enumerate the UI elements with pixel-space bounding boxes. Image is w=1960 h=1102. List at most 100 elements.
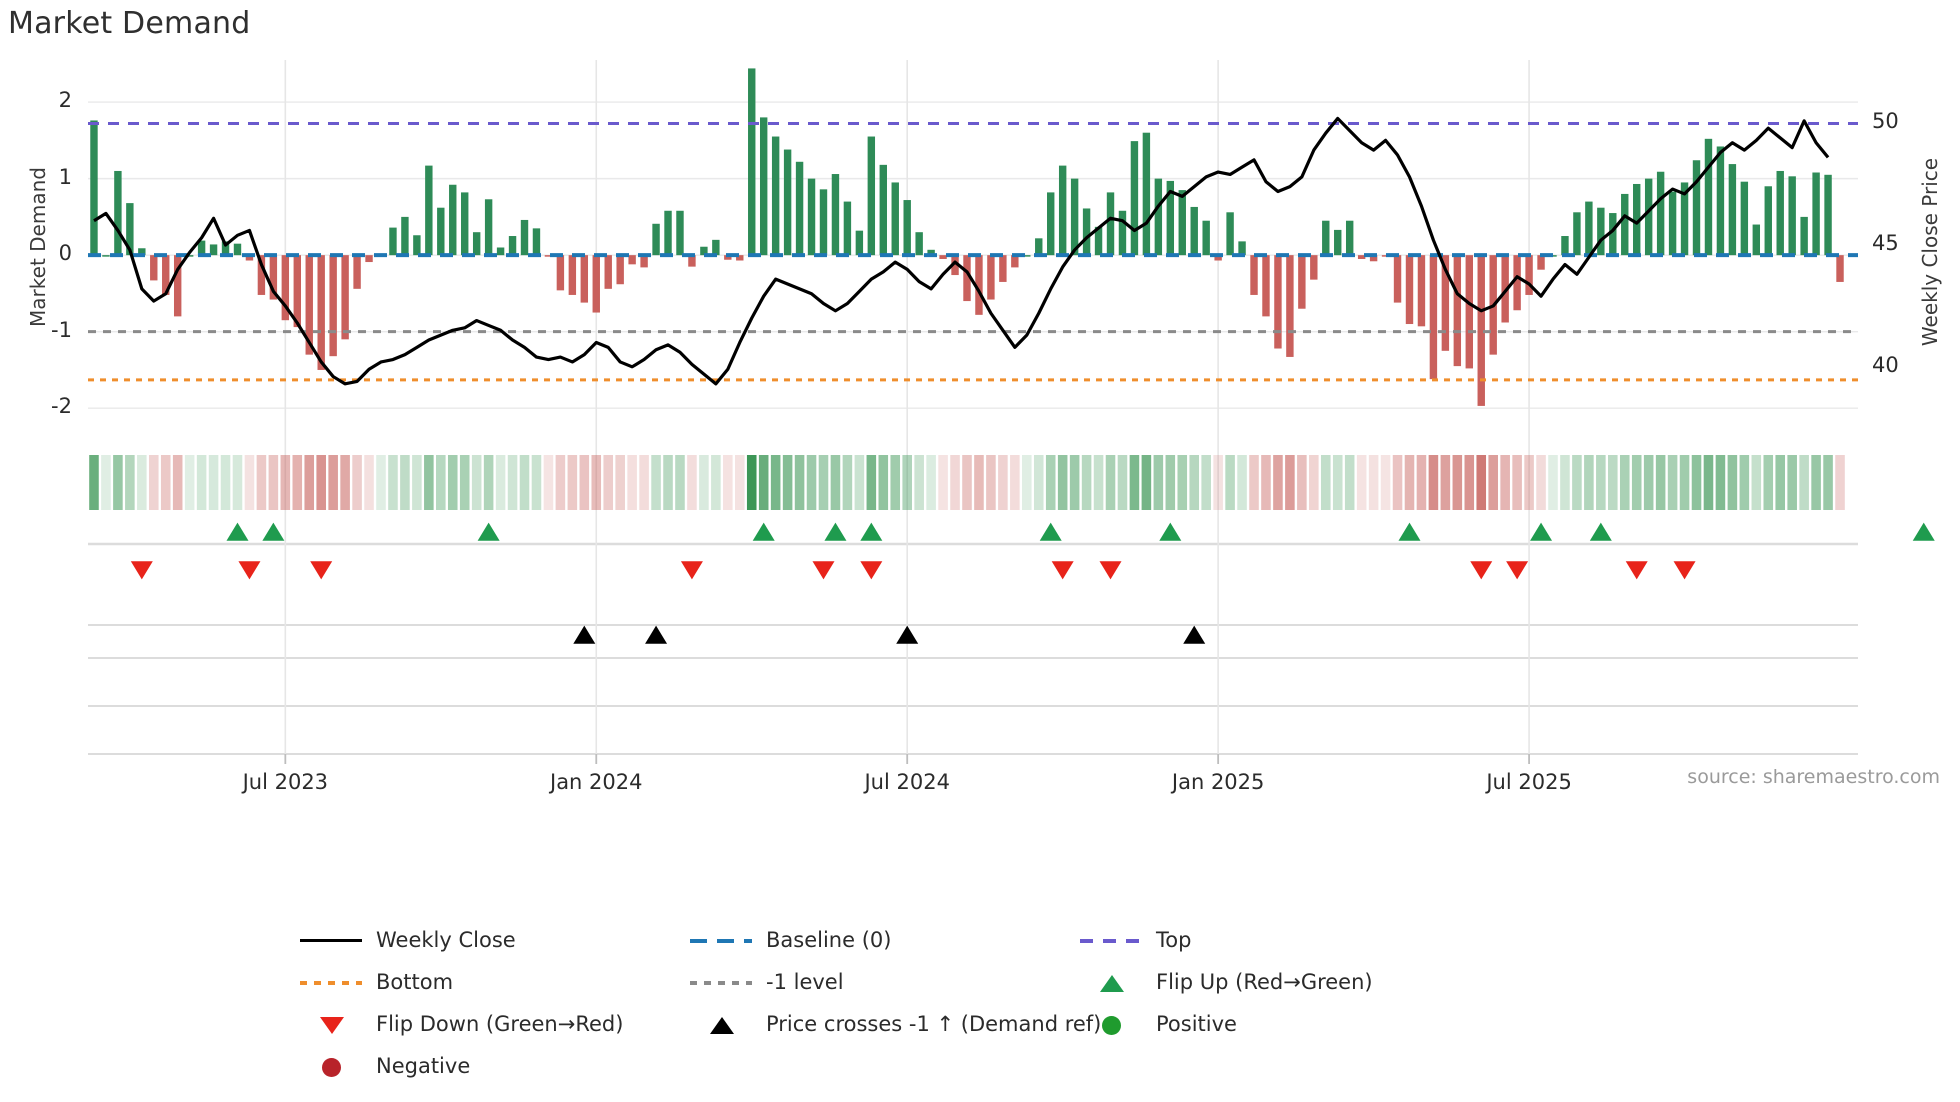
flip-up-marker xyxy=(1530,522,1553,541)
heatmap-cell xyxy=(244,455,255,510)
demand-bar xyxy=(1322,220,1330,256)
demand-bar xyxy=(1680,182,1689,256)
heatmap-cell xyxy=(1548,455,1558,510)
legend-item[interactable]: -1 level xyxy=(690,967,1080,997)
heatmap-cell xyxy=(280,455,291,510)
demand-bar xyxy=(1274,255,1282,349)
demand-heatmap-strip xyxy=(89,455,1845,510)
heatmap-cell xyxy=(1153,455,1164,510)
heatmap-cell xyxy=(1368,455,1379,510)
heatmap-cell xyxy=(1356,455,1367,510)
legend-item[interactable]: Weekly Close xyxy=(300,925,690,955)
demand-bar xyxy=(317,255,325,370)
demand-bar xyxy=(496,247,505,256)
heatmap-cell xyxy=(1428,455,1439,510)
heatmap-cell xyxy=(531,455,542,510)
demand-bar xyxy=(544,255,553,257)
heatmap-cell xyxy=(471,455,482,510)
demand-bar xyxy=(1812,172,1820,256)
heatmap-cell xyxy=(1464,455,1475,510)
heatmap-cell xyxy=(447,455,458,510)
heatmap-cell xyxy=(101,455,111,510)
heatmap-cell xyxy=(1189,455,1200,510)
legend-item[interactable]: Price crosses -1 ↑ (Demand ref) xyxy=(690,1009,1101,1039)
legend-item[interactable]: Negative xyxy=(300,1051,690,1081)
price-cross-marker xyxy=(573,625,596,644)
legend-label: Negative xyxy=(376,1054,471,1078)
positive-dot-icon xyxy=(1080,1013,1142,1035)
flip-down-marker xyxy=(310,561,333,580)
demand-bar xyxy=(1609,213,1617,256)
demand-bar xyxy=(1644,178,1653,256)
demand-bar xyxy=(1465,255,1473,369)
heatmap-cell xyxy=(316,455,326,510)
legend-item[interactable]: Top xyxy=(1080,925,1470,955)
heatmap-cell xyxy=(436,455,446,510)
negative-dot-icon xyxy=(300,1055,362,1077)
heatmap-cell xyxy=(1117,455,1128,510)
demand-bar xyxy=(939,255,947,259)
demand-bar xyxy=(1788,176,1796,256)
flip-down-marker xyxy=(1099,561,1122,580)
heatmap-cell xyxy=(268,455,279,510)
flip-down-marker xyxy=(680,561,703,580)
heatmap-cell xyxy=(1488,455,1498,510)
heatmap-cell xyxy=(1069,455,1080,510)
demand-bar xyxy=(724,255,732,260)
legend-item[interactable]: Baseline (0) xyxy=(690,925,1080,955)
heatmap-cell xyxy=(1679,455,1690,510)
y-tick-label-right: 45 xyxy=(1872,231,1899,256)
demand-bar xyxy=(1836,255,1844,282)
heatmap-cell xyxy=(1751,455,1762,510)
heatmap-cell xyxy=(974,455,984,510)
flip-up-marker xyxy=(824,522,847,541)
heatmap-cell xyxy=(806,455,817,510)
legend-item[interactable]: Positive xyxy=(1080,1009,1470,1039)
heatmap-cell xyxy=(1739,455,1750,510)
heatmap-cell xyxy=(1811,455,1821,510)
heatmap-cell xyxy=(1560,455,1570,510)
flip-down-marker xyxy=(860,561,883,580)
heatmap-cell xyxy=(400,455,410,510)
demand-bar xyxy=(425,165,433,256)
heatmap-cell xyxy=(328,455,338,510)
heatmap-cell xyxy=(723,455,733,510)
price-cross-marker xyxy=(896,625,919,644)
heatmap-cell xyxy=(675,455,685,510)
heatmap-cell xyxy=(364,455,374,510)
flip-up-marker xyxy=(1589,522,1612,541)
demand-bar xyxy=(245,255,254,261)
demand-bar xyxy=(1776,170,1784,256)
demand-bar xyxy=(903,200,911,256)
flip-down-marker xyxy=(1470,561,1493,580)
flip-down-marker xyxy=(238,561,261,580)
legend-item[interactable]: Flip Down (Green→Red) xyxy=(300,1009,690,1039)
heatmap-cell xyxy=(1165,455,1176,510)
demand-bar xyxy=(1633,183,1641,256)
demand-bar xyxy=(305,255,313,355)
heatmap-cell xyxy=(1105,455,1116,510)
price-cross-marker xyxy=(645,625,668,644)
demand-bars xyxy=(90,68,1844,406)
demand-bar xyxy=(1310,255,1318,280)
heatmap-cell xyxy=(926,455,936,510)
legend-label: Weekly Close xyxy=(376,928,516,952)
heatmap-cell xyxy=(1332,455,1343,510)
heatmap-cell xyxy=(1285,455,1295,510)
heatmap-cell xyxy=(1655,455,1666,510)
legend-item[interactable]: Bottom xyxy=(300,967,690,997)
top-dash-icon xyxy=(1080,929,1142,951)
event-markers xyxy=(130,522,1935,644)
heatmap-cell xyxy=(196,455,207,510)
demand-bar xyxy=(628,255,636,265)
demand-bar xyxy=(1238,241,1246,256)
weekly-close-line xyxy=(93,116,1830,386)
demand-bar xyxy=(1190,206,1198,256)
legend-item[interactable]: Flip Up (Red→Green) xyxy=(1080,967,1470,997)
flip-up-marker xyxy=(752,522,775,541)
page-title: Market Demand xyxy=(8,6,251,41)
demand-bar xyxy=(1058,165,1067,256)
demand-bar xyxy=(221,241,230,256)
y-tick-label-left: -2 xyxy=(51,394,72,419)
demand-bar xyxy=(1226,212,1234,256)
